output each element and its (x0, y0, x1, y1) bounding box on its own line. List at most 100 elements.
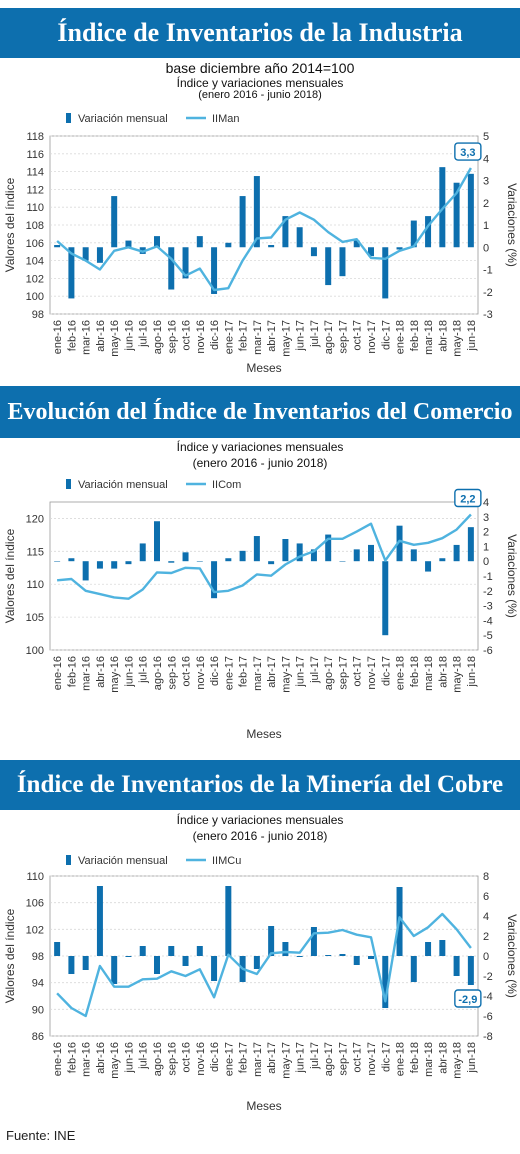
chart1-bar (425, 216, 432, 248)
chart1-left-tick-label: 108 (26, 220, 44, 232)
chart2-title-banner: Evolución del Índice de Inventarios del … (0, 386, 520, 438)
chart1-x-tick-label: ago-17 (323, 320, 335, 354)
chart2-legend-bar-swatch (66, 479, 71, 489)
chart1-x-tick-label: abr-18 (437, 320, 449, 352)
chart3-right-tick-label: 6 (483, 891, 489, 903)
chart1-bar (182, 247, 189, 279)
chart2-bar (82, 561, 89, 581)
chart3-bar (82, 956, 89, 970)
chart2-bar (154, 521, 160, 562)
chart3-x-tick-label: feb-16 (66, 1042, 78, 1073)
chart2-right-tick-label: -3 (483, 601, 493, 613)
chart2-x-tick-label: jul-17 (309, 656, 321, 684)
chart1-right-tick-label: 4 (483, 153, 489, 165)
chart3-x-tick-label: abr-18 (437, 1042, 449, 1074)
chart1-bar (154, 236, 160, 248)
chart1-title-banner: Índice de Inventarios de la Industria Ma… (0, 8, 520, 97)
chart2-callout-label: 2,2 (460, 493, 475, 505)
chart1-x-tick-label: mar-16 (81, 320, 93, 355)
chart2-left-tick-label: 120 (26, 513, 44, 525)
chart3-callout-label: -2,9 (458, 994, 477, 1006)
chart3-bar (139, 946, 146, 956)
chart1-left-tick-label: 112 (26, 184, 44, 196)
chart2-x-tick-label: jun-18 (466, 656, 478, 688)
chart3-x-tick-label: jun-16 (123, 1042, 135, 1074)
chart1-bar (225, 242, 232, 248)
chart2-x-tick-label: abr-16 (95, 656, 107, 688)
chart2-x-tick-label: dic-16 (209, 656, 221, 686)
chart3-bar (111, 956, 118, 984)
chart2-line-series (56, 513, 472, 600)
chart3-bar (467, 956, 474, 985)
chart2-callout-box (454, 488, 482, 508)
chart1-x-axis-title: Meses (246, 361, 281, 375)
chart2-bar (410, 549, 417, 562)
chart2-x-tick-label: abr-18 (437, 656, 449, 688)
chart3-left-tick-label: 110 (26, 871, 44, 883)
chart2-bar (453, 544, 460, 562)
chart2-bar (368, 544, 374, 562)
chart2-x-tick-label: jun-16 (123, 656, 135, 688)
chart3-bar (339, 954, 346, 956)
chart3-x-tick-label: jul-17 (309, 1042, 321, 1070)
chart2-x-tick-label: dic-17 (380, 656, 392, 686)
chart1-bar (325, 247, 332, 286)
chart2-x-tick-label: sep-16 (166, 656, 178, 690)
chart2-x-tick-label: nov-17 (366, 656, 378, 690)
chart1-bar (368, 247, 374, 257)
chart2-title: Evolución del Índice de Inventarios del … (7, 399, 513, 425)
chart1-x-tick-label: mar-18 (423, 320, 435, 355)
chart2-bar (382, 561, 389, 636)
chart3-right-tick-label: -4 (483, 991, 493, 1003)
chart1-x-tick-label: jul-16 (138, 320, 150, 348)
chart1-bar (282, 216, 289, 248)
chart3-x-tick-label: nov-17 (366, 1042, 378, 1076)
chart3-title-banner: Índice de Inventarios de la Minería del … (0, 760, 520, 810)
chart2-x-tick-label: sep-17 (337, 656, 349, 690)
chart2-x-axis-title: Meses (246, 727, 281, 741)
chart1-x-tick-label: nov-16 (195, 320, 207, 354)
chart2-right-tick-label: 0 (483, 556, 489, 568)
chart2-x-tick-label: mar-18 (423, 656, 435, 691)
chart2-bar (439, 558, 446, 562)
chart3-left-tick-label: 102 (26, 924, 44, 936)
chart3-callout-box (454, 989, 482, 1008)
chart2-x-tick-label: ene-16 (52, 656, 64, 690)
chart2-x-tick-label: jun-17 (295, 656, 307, 688)
chart1-bar (253, 176, 260, 248)
chart3-bar (68, 956, 75, 974)
chart3-x-tick-label: ene-18 (395, 1042, 407, 1076)
chart1-legend-bar-label: Variación mensual (78, 113, 168, 125)
chart1-left-tick-label: 110 (26, 202, 44, 214)
chart1-bar (239, 196, 246, 248)
chart2-bar (325, 534, 332, 562)
chart1-x-tick-label: may-16 (109, 320, 121, 357)
chart3-right-tick-label: 2 (483, 931, 489, 943)
chart1-bar (467, 173, 474, 248)
chart2-x-tick-label: ago-16 (152, 656, 164, 690)
chart3-legend-bar-swatch (66, 855, 71, 865)
chart1-x-tick-label: dic-17 (380, 320, 392, 350)
chart1-left-tick-label: 102 (26, 273, 44, 285)
chart3-bar (282, 942, 289, 956)
chart2-bar (111, 561, 118, 569)
chart3-x-tick-label: jun-17 (295, 1042, 307, 1074)
chart3-x-tick-label: may-16 (109, 1042, 121, 1079)
chart1-right-tick-label: 5 (483, 131, 489, 143)
chart2-bar (125, 561, 132, 565)
chart3-right-tick-label: -6 (483, 1011, 493, 1023)
chart3-x-tick-label: ene-16 (52, 1042, 64, 1076)
chart2-right-tick-label: 4 (483, 497, 489, 509)
chart2-bar (339, 561, 346, 562)
chart1-x-tick-label: oct-17 (352, 320, 364, 351)
chart2-bar (282, 539, 289, 562)
chart2-subtitle-2: (enero 2016 - junio 2018) (192, 456, 328, 470)
chart1-bar (168, 247, 175, 290)
chart1-left-tick-label: 100 (26, 291, 44, 303)
chart1-x-tick-label: may-18 (452, 320, 464, 357)
chart2-left-tick-label: 115 (26, 546, 44, 558)
chart3-subtitle-2: (enero 2016 - junio 2018) (192, 829, 328, 843)
chart1-left-tick-label: 116 (26, 149, 44, 161)
chart3-x-tick-label: abr-16 (95, 1042, 107, 1074)
chart1-x-tick-label: nov-17 (366, 320, 378, 354)
